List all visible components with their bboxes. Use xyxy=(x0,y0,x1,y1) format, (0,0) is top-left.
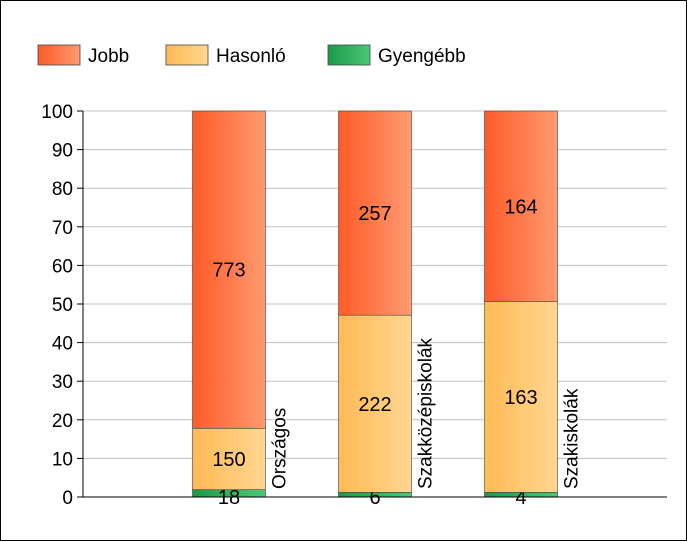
y-tick-label-70: 70 xyxy=(52,218,73,239)
y-tick-label-50: 50 xyxy=(52,295,73,316)
y-tick-label-0: 0 xyxy=(62,488,73,509)
data-label-jobb-szakkozepiskolak: 257 xyxy=(358,203,391,225)
bar-segment-jobb-orszagos xyxy=(192,110,266,429)
data-label-gyengebb-orszagos: 18 xyxy=(218,487,240,509)
y-tick-label-60: 60 xyxy=(52,256,73,277)
axis-lines xyxy=(82,111,667,498)
legend-label-hasonlo: Hasonló xyxy=(216,46,286,67)
data-label-jobb-szakiskolak: 164 xyxy=(504,196,537,218)
data-label-hasonlo-szakkozepiskolak: 222 xyxy=(358,394,391,416)
bar-segment-hasonlo-szakkozepiskolak xyxy=(338,314,412,493)
bar-group-orszagos: 18 150 773 Országos xyxy=(192,110,291,509)
legend-label-jobb: Jobb xyxy=(88,46,129,67)
legend-swatch-jobb xyxy=(37,44,81,66)
bar-segment-hasonlo-orszagos xyxy=(192,427,266,490)
y-tick-label-10: 10 xyxy=(52,449,73,470)
y-tick-label-80: 80 xyxy=(52,179,73,200)
data-label-gyengebb-szakkozepiskolak: 6 xyxy=(369,487,380,509)
legend: Jobb Hasonló Gyengébb xyxy=(37,44,466,67)
bars: 18 150 773 Országos 6 222 257 Szakközépiskolák 4… xyxy=(192,110,583,509)
y-tick-label-100: 100 xyxy=(41,102,73,123)
legend-label-gyengebb: Gyengébb xyxy=(378,46,466,67)
bar-segment-jobb-szakiskolak xyxy=(484,110,558,302)
data-label-jobb-orszagos: 773 xyxy=(212,260,245,282)
legend-swatch-gyengebb xyxy=(327,44,371,66)
category-label-szakiskolak: Szakiskolák xyxy=(562,388,583,489)
data-label-hasonlo-orszagos: 150 xyxy=(212,449,245,471)
category-label-orszagos: Országos xyxy=(270,408,291,489)
data-label-hasonlo-szakiskolak: 163 xyxy=(504,387,537,409)
y-tick-label-90: 90 xyxy=(52,141,73,162)
y-tick-label-40: 40 xyxy=(52,334,73,355)
category-label-szakkozepiskolak: Szakközépiskolák xyxy=(416,337,437,489)
legend-swatch-hasonlo xyxy=(165,44,209,66)
y-tick-label-20: 20 xyxy=(52,411,73,432)
bar-group-szakkozepiskolak: 6 222 257 Szakközépiskolák xyxy=(338,110,437,509)
data-label-gyengebb-szakiskolak: 4 xyxy=(515,487,526,509)
y-axis: 0 10 20 30 40 50 60 70 80 90 100 xyxy=(41,102,83,509)
bar-segment-jobb-szakkozepiskolak xyxy=(338,110,412,316)
y-tick-label-30: 30 xyxy=(52,372,73,393)
bar-segment-hasonlo-szakiskolak xyxy=(484,301,558,493)
bar-group-szakiskolak: 4 163 164 Szakiskolák xyxy=(484,110,583,509)
